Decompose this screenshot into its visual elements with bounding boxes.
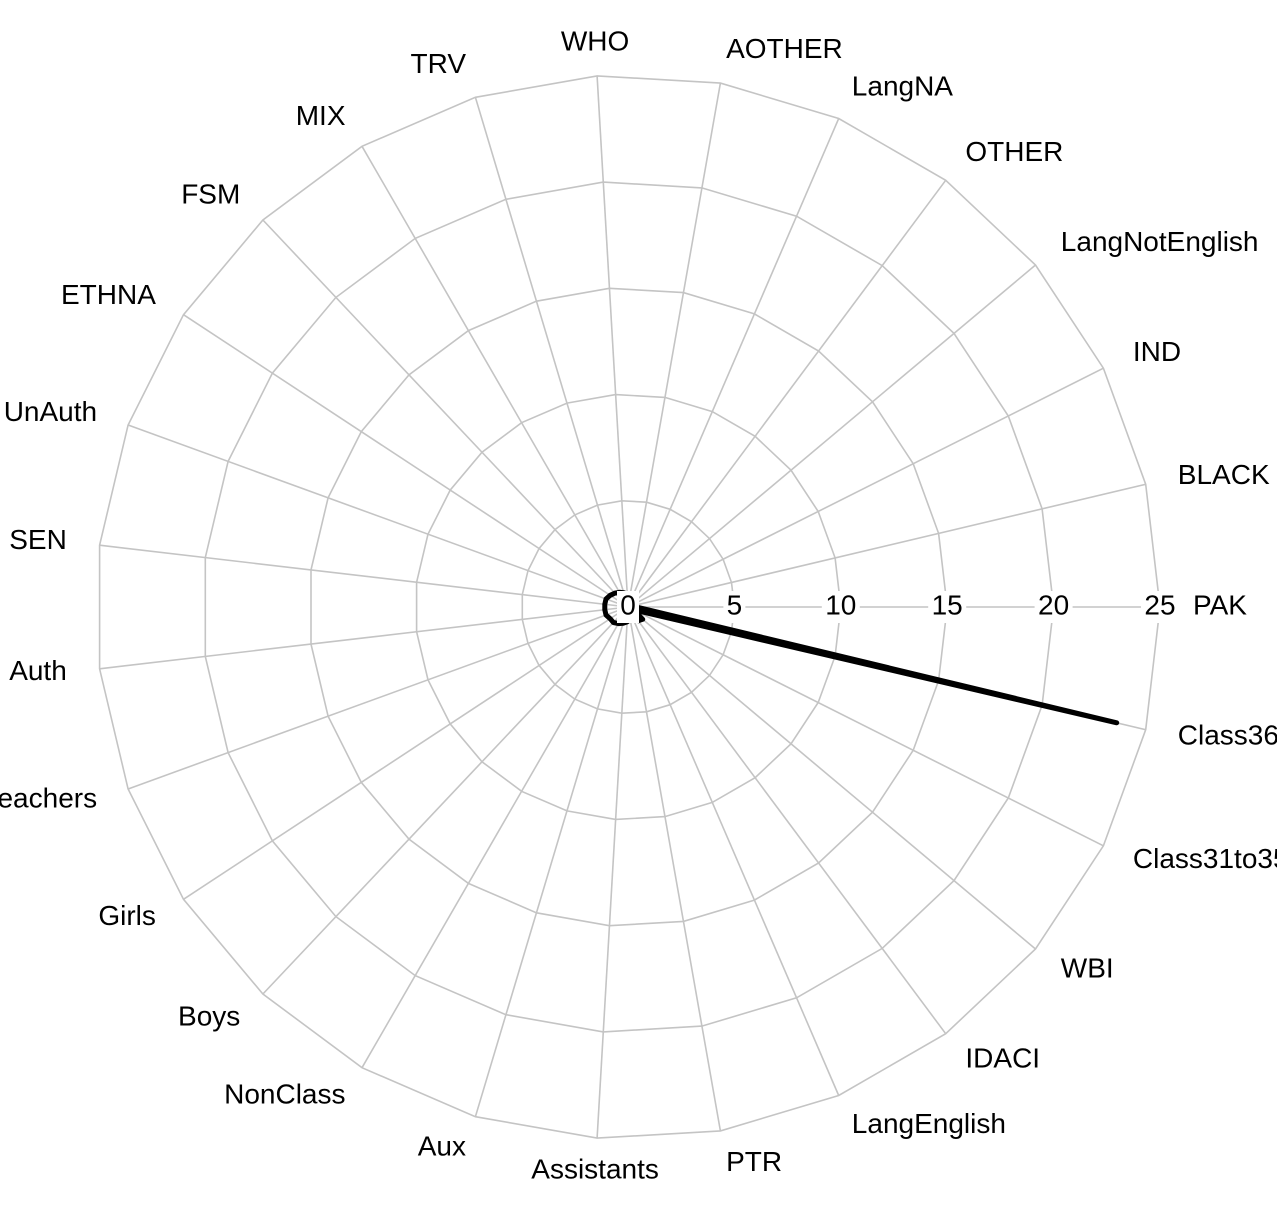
spoke-22 bbox=[627, 606, 840, 1096]
radial-tick-labels: 0 5 10 15 20 25 bbox=[617, 589, 1179, 623]
tick-label: 15 bbox=[932, 589, 963, 620]
category-label: WBI bbox=[1061, 953, 1114, 984]
category-label: Auth bbox=[9, 655, 67, 686]
category-label: WHO bbox=[561, 25, 629, 56]
spoke-6 bbox=[627, 82, 722, 608]
category-label: Teachers bbox=[0, 783, 97, 814]
tick-label: 10 bbox=[825, 589, 856, 620]
spoke-14 bbox=[99, 606, 629, 670]
spoke-16 bbox=[183, 606, 629, 900]
category-label: SEN bbox=[9, 524, 67, 555]
category-label: PAK bbox=[1193, 589, 1247, 620]
spoke-12 bbox=[127, 424, 629, 608]
spoke-11 bbox=[183, 314, 629, 608]
category-label: AOTHER bbox=[726, 33, 843, 64]
category-label: MIX bbox=[296, 100, 346, 131]
spoke-1 bbox=[627, 483, 1146, 608]
spoke-13 bbox=[99, 544, 629, 608]
spoke-10 bbox=[262, 219, 629, 608]
tick-label-bg bbox=[928, 591, 967, 623]
spoke-4 bbox=[627, 179, 947, 608]
category-label: Class31to35 bbox=[1133, 843, 1277, 874]
grid-ring-5 bbox=[521, 499, 736, 715]
spoke-25 bbox=[627, 606, 1104, 847]
tick-label: 0 bbox=[620, 589, 636, 620]
tick-label-bg bbox=[1141, 591, 1179, 623]
spoke-3 bbox=[627, 264, 1037, 608]
category-label: IND bbox=[1133, 336, 1181, 367]
spoke-15 bbox=[127, 606, 629, 790]
spoke-5 bbox=[627, 118, 840, 608]
tick-label: 20 bbox=[1038, 589, 1069, 620]
spoke-17 bbox=[262, 606, 629, 995]
category-label: Boys bbox=[178, 1000, 240, 1031]
category-label: Assistants bbox=[531, 1153, 659, 1184]
category-label: Girls bbox=[98, 900, 156, 931]
category-label: UnAuth bbox=[4, 396, 97, 427]
category-label: BLACK bbox=[1178, 459, 1270, 490]
category-label: Aux bbox=[418, 1131, 466, 1162]
category-label: FSM bbox=[181, 178, 240, 209]
grid-ring-15 bbox=[310, 287, 949, 927]
category-label: NonClass bbox=[224, 1079, 345, 1110]
grid-ring-25 bbox=[98, 75, 1161, 1139]
spoke-20 bbox=[596, 606, 629, 1139]
spoke-2 bbox=[627, 367, 1104, 608]
tick-label: 5 bbox=[727, 589, 743, 620]
tick-label: 25 bbox=[1144, 589, 1175, 620]
category-label: LangEnglish bbox=[852, 1108, 1006, 1139]
spoke-7 bbox=[596, 75, 629, 608]
grid-ring-10 bbox=[415, 393, 842, 821]
category-label: ETHNA bbox=[61, 279, 156, 310]
category-label: LangNA bbox=[852, 71, 954, 102]
spoke-9 bbox=[361, 145, 629, 608]
category-labels: PAK BLACK IND LangNotEnglish OTHER LangNA AOTH… bbox=[0, 25, 1277, 1184]
tick-label-bg bbox=[617, 591, 639, 623]
spoke-8 bbox=[474, 97, 629, 608]
grid-ring-20 bbox=[204, 181, 1055, 1033]
category-label: IDACI bbox=[965, 1043, 1040, 1074]
spoke-23 bbox=[627, 606, 947, 1035]
tick-label-bg bbox=[821, 591, 860, 623]
category-label: TRV bbox=[411, 48, 467, 79]
tick-label-bg bbox=[723, 591, 746, 623]
spoke-18 bbox=[361, 606, 629, 1069]
category-label: PTR bbox=[726, 1146, 782, 1177]
category-label: OTHER bbox=[965, 136, 1063, 167]
category-label: LangNotEnglish bbox=[1061, 226, 1259, 257]
spoke-19 bbox=[474, 606, 629, 1117]
category-label: Class36+ bbox=[1178, 720, 1277, 751]
spoke-21 bbox=[627, 606, 722, 1132]
spoke-24 bbox=[627, 606, 1037, 950]
radar-grid bbox=[98, 75, 1161, 1139]
tick-label-bg bbox=[1034, 591, 1073, 623]
